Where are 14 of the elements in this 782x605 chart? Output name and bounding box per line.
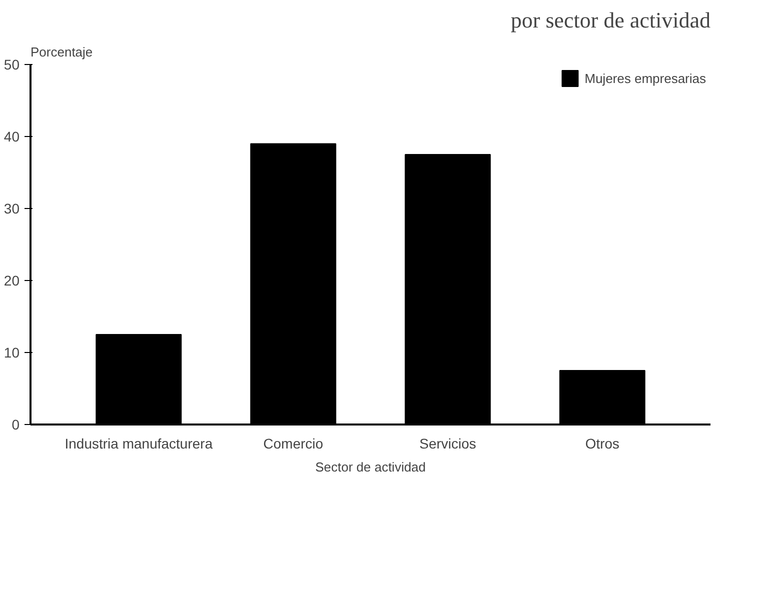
- y-tick-label: 10: [4, 344, 20, 360]
- y-axis-title: Porcentaje: [30, 44, 93, 60]
- legend-label: Mujeres empresarias: [584, 70, 706, 86]
- y-tick-label: 30: [4, 200, 20, 216]
- y-tick-label: 20: [4, 272, 20, 288]
- x-tick-label: Otros: [585, 436, 620, 452]
- y-tick-label: 40: [4, 128, 20, 144]
- x-tick-label: Comercio: [263, 436, 324, 452]
- y-tick-label: 0: [12, 416, 20, 432]
- x-tick-label: Industria manufacturera: [64, 436, 213, 452]
- x-axis-title: Sector de actividad: [315, 460, 426, 474]
- x-tick-label: Servicios: [419, 436, 476, 452]
- y-tick-label: 50: [4, 56, 20, 72]
- chart-title: por sector de actividad: [510, 8, 711, 32]
